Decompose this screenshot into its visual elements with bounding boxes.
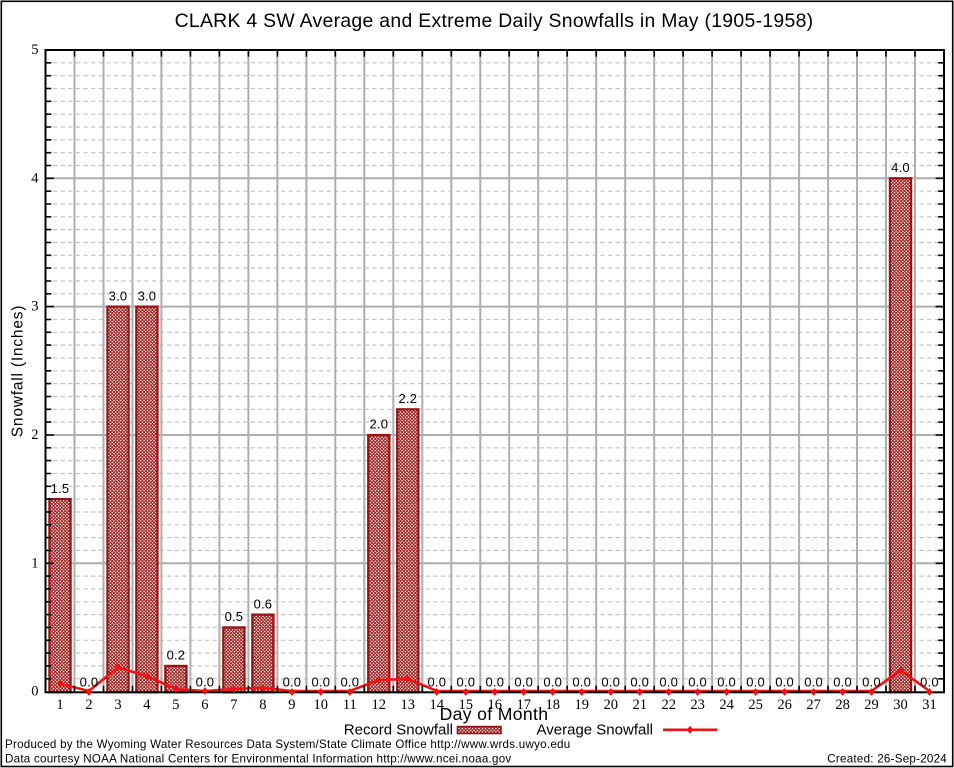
- svg-text:0.0: 0.0: [340, 674, 359, 689]
- svg-text:0.0: 0.0: [746, 674, 765, 689]
- svg-text:0.0: 0.0: [427, 674, 446, 689]
- svg-text:5: 5: [31, 42, 38, 58]
- svg-text:0.2: 0.2: [167, 648, 186, 663]
- svg-text:1: 1: [31, 555, 38, 571]
- svg-text:28: 28: [835, 697, 850, 713]
- svg-text:CLARK 4 SW Average and Extreme: CLARK 4 SW Average and Extreme Daily Sno…: [175, 10, 814, 32]
- svg-text:3.0: 3.0: [138, 288, 157, 303]
- svg-text:Average Snowfall: Average Snowfall: [537, 721, 653, 738]
- svg-text:2: 2: [85, 697, 92, 713]
- svg-text:25: 25: [748, 697, 763, 713]
- svg-text:17: 17: [516, 697, 531, 713]
- svg-text:0.0: 0.0: [833, 674, 852, 689]
- svg-text:2.0: 2.0: [369, 417, 388, 432]
- svg-text:0.0: 0.0: [688, 674, 707, 689]
- svg-text:15: 15: [459, 697, 474, 713]
- svg-text:0.0: 0.0: [862, 674, 881, 689]
- svg-text:0.0: 0.0: [630, 674, 649, 689]
- svg-text:0.0: 0.0: [920, 674, 939, 689]
- svg-text:21: 21: [632, 697, 647, 713]
- svg-text:13: 13: [401, 697, 416, 713]
- svg-text:0.0: 0.0: [601, 674, 620, 689]
- svg-text:0.0: 0.0: [283, 674, 302, 689]
- svg-text:30: 30: [893, 697, 908, 713]
- svg-text:5: 5: [172, 697, 179, 713]
- svg-text:1: 1: [56, 697, 63, 713]
- svg-text:14: 14: [430, 697, 445, 713]
- svg-text:10: 10: [314, 697, 329, 713]
- svg-text:3.0: 3.0: [109, 288, 128, 303]
- svg-text:0.0: 0.0: [659, 674, 678, 689]
- svg-text:8: 8: [259, 697, 266, 713]
- svg-text:0.0: 0.0: [311, 674, 330, 689]
- svg-text:11: 11: [343, 697, 357, 713]
- svg-text:20: 20: [603, 697, 618, 713]
- svg-text:0.0: 0.0: [514, 674, 533, 689]
- svg-text:22: 22: [661, 697, 676, 713]
- svg-text:0.6: 0.6: [254, 596, 273, 611]
- svg-text:0.0: 0.0: [717, 674, 736, 689]
- svg-text:4: 4: [143, 697, 151, 713]
- svg-text:31: 31: [922, 697, 937, 713]
- svg-text:1.5: 1.5: [51, 481, 70, 496]
- svg-text:0.0: 0.0: [572, 674, 591, 689]
- svg-text:2: 2: [31, 427, 38, 443]
- svg-text:Day of Month: Day of Month: [440, 704, 549, 724]
- svg-text:0.0: 0.0: [804, 674, 823, 689]
- svg-text:7: 7: [230, 697, 237, 713]
- svg-text:4.0: 4.0: [891, 160, 910, 175]
- svg-text:3: 3: [31, 299, 38, 315]
- svg-text:Produced by the Wyoming Water: Produced by the Wyoming Water Resources …: [5, 738, 570, 751]
- svg-text:Snowfall (Inches): Snowfall (Inches): [10, 305, 27, 437]
- svg-text:0.0: 0.0: [456, 674, 475, 689]
- svg-text:19: 19: [574, 697, 589, 713]
- svg-text:24: 24: [719, 697, 734, 713]
- svg-text:2.2: 2.2: [398, 391, 417, 406]
- svg-text:Record Snowfall: Record Snowfall: [344, 721, 453, 738]
- svg-text:3: 3: [114, 697, 121, 713]
- svg-text:6: 6: [201, 697, 208, 713]
- svg-text:0.0: 0.0: [80, 674, 99, 689]
- svg-text:Data courtesy NOAA National Ce: Data courtesy NOAA National Centers for …: [5, 753, 511, 766]
- svg-text:Created: 26-Sep-2024: Created: 26-Sep-2024: [827, 753, 947, 766]
- svg-text:26: 26: [777, 697, 792, 713]
- svg-text:9: 9: [288, 697, 295, 713]
- svg-text:12: 12: [372, 697, 387, 713]
- svg-text:27: 27: [806, 697, 821, 713]
- svg-text:0.5: 0.5: [225, 609, 244, 624]
- svg-text:0.0: 0.0: [196, 674, 215, 689]
- svg-text:18: 18: [545, 697, 560, 713]
- svg-text:4: 4: [31, 170, 39, 186]
- svg-text:29: 29: [864, 697, 879, 713]
- svg-text:0.0: 0.0: [775, 674, 794, 689]
- svg-text:0.0: 0.0: [485, 674, 504, 689]
- svg-text:16: 16: [488, 697, 503, 713]
- svg-text:0.0: 0.0: [543, 674, 562, 689]
- svg-text:23: 23: [690, 697, 705, 713]
- svg-text:0: 0: [31, 684, 38, 700]
